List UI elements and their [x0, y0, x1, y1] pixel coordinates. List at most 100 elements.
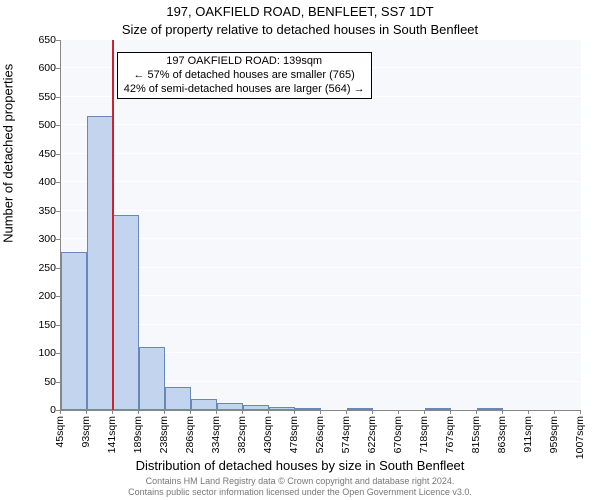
x-tick-label: 718sqm	[418, 416, 430, 453]
x-tick-mark	[580, 410, 581, 414]
gridline	[61, 181, 581, 182]
x-tick-label: 430sqm	[262, 416, 274, 453]
footer-line-2: Contains public sector information licen…	[0, 487, 600, 498]
histogram-bar	[87, 116, 113, 410]
x-tick-label: 767sqm	[444, 416, 456, 453]
x-tick-mark	[450, 410, 451, 414]
gridline	[61, 39, 581, 40]
x-tick-label: 574sqm	[340, 416, 352, 453]
annotation-line: 42% of semi-detached houses are larger (…	[124, 83, 365, 97]
y-tick-label: 400	[38, 176, 56, 188]
x-tick-label: 141sqm	[106, 416, 118, 453]
y-tick-label: 500	[38, 119, 56, 131]
y-tick-label: 650	[38, 34, 56, 46]
x-tick-mark	[294, 410, 295, 414]
gridline	[61, 210, 581, 211]
gridline	[61, 124, 581, 125]
x-tick-label: 189sqm	[132, 416, 144, 453]
y-tick-label: 450	[38, 148, 56, 160]
x-tick-mark	[372, 410, 373, 414]
y-tick-mark	[56, 125, 60, 126]
x-tick-label: 670sqm	[392, 416, 404, 453]
histogram-bar	[139, 347, 165, 410]
histogram-bar	[243, 405, 269, 410]
x-tick-label: 815sqm	[470, 416, 482, 453]
histogram-bar	[347, 408, 373, 410]
y-tick-label: 250	[38, 262, 56, 274]
y-axis-label: Number of detached properties	[1, 64, 16, 243]
x-tick-label: 382sqm	[236, 416, 248, 453]
y-tick-mark	[56, 211, 60, 212]
x-tick-mark	[268, 410, 269, 414]
x-axis-label: Distribution of detached houses by size …	[0, 458, 600, 473]
x-tick-mark	[398, 410, 399, 414]
histogram-bar	[269, 407, 295, 410]
x-tick-mark	[190, 410, 191, 414]
y-tick-mark	[56, 325, 60, 326]
histogram-bar	[477, 408, 503, 410]
x-tick-label: 93sqm	[80, 416, 92, 448]
x-tick-mark	[242, 410, 243, 414]
y-tick-label: 600	[38, 62, 56, 74]
x-tick-label: 238sqm	[158, 416, 170, 453]
x-tick-label: 911sqm	[522, 416, 534, 453]
page-title: 197, OAKFIELD ROAD, BENFLEET, SS7 1DT	[0, 4, 600, 19]
annotation-box: 197 OAKFIELD ROAD: 139sqm← 57% of detach…	[117, 52, 372, 99]
x-tick-mark	[138, 410, 139, 414]
gridline	[61, 295, 581, 296]
x-tick-label: 959sqm	[548, 416, 560, 453]
x-tick-label: 334sqm	[210, 416, 222, 453]
x-tick-label: 863sqm	[496, 416, 508, 453]
y-tick-mark	[56, 40, 60, 41]
x-tick-mark	[476, 410, 477, 414]
gridline	[61, 153, 581, 154]
x-tick-label: 526sqm	[314, 416, 326, 453]
x-tick-mark	[424, 410, 425, 414]
y-tick-label: 50	[44, 376, 56, 388]
x-tick-label: 1007sqm	[574, 416, 586, 459]
x-tick-mark	[164, 410, 165, 414]
y-tick-mark	[56, 182, 60, 183]
x-tick-mark	[528, 410, 529, 414]
y-tick-label: 100	[38, 347, 56, 359]
gridline	[61, 238, 581, 239]
histogram-bar	[191, 399, 217, 410]
y-tick-label: 550	[38, 91, 56, 103]
property-marker-line	[112, 40, 114, 410]
y-tick-mark	[56, 296, 60, 297]
y-tick-mark	[56, 68, 60, 69]
page-subtitle: Size of property relative to detached ho…	[0, 22, 600, 37]
histogram-bar	[425, 408, 451, 410]
x-tick-mark	[216, 410, 217, 414]
y-tick-mark	[56, 382, 60, 383]
annotation-line: 197 OAKFIELD ROAD: 139sqm	[124, 55, 365, 69]
x-tick-label: 478sqm	[288, 416, 300, 453]
histogram-bar	[165, 387, 191, 410]
y-tick-mark	[56, 97, 60, 98]
annotation-line: ← 57% of detached houses are smaller (76…	[124, 69, 365, 83]
gridline	[61, 324, 581, 325]
footer-line-1: Contains HM Land Registry data © Crown c…	[0, 476, 600, 487]
y-tick-label: 350	[38, 205, 56, 217]
x-tick-mark	[502, 410, 503, 414]
y-tick-label: 150	[38, 319, 56, 331]
histogram-bar	[61, 252, 87, 410]
y-tick-mark	[56, 268, 60, 269]
histogram-bar	[217, 403, 243, 410]
chart-root: { "chart": { "type": "histogram", "title…	[0, 0, 600, 500]
x-tick-mark	[112, 410, 113, 414]
y-tick-label: 300	[38, 233, 56, 245]
gridline	[61, 267, 581, 268]
x-tick-mark	[320, 410, 321, 414]
y-tick-mark	[56, 353, 60, 354]
footer-attribution: Contains HM Land Registry data © Crown c…	[0, 476, 600, 498]
y-tick-mark	[56, 239, 60, 240]
y-tick-mark	[56, 154, 60, 155]
x-tick-mark	[86, 410, 87, 414]
histogram-bar	[113, 215, 139, 410]
x-tick-mark	[346, 410, 347, 414]
x-tick-mark	[60, 410, 61, 414]
x-tick-label: 45sqm	[54, 416, 66, 448]
histogram-bar	[295, 408, 321, 410]
x-tick-label: 622sqm	[366, 416, 378, 453]
